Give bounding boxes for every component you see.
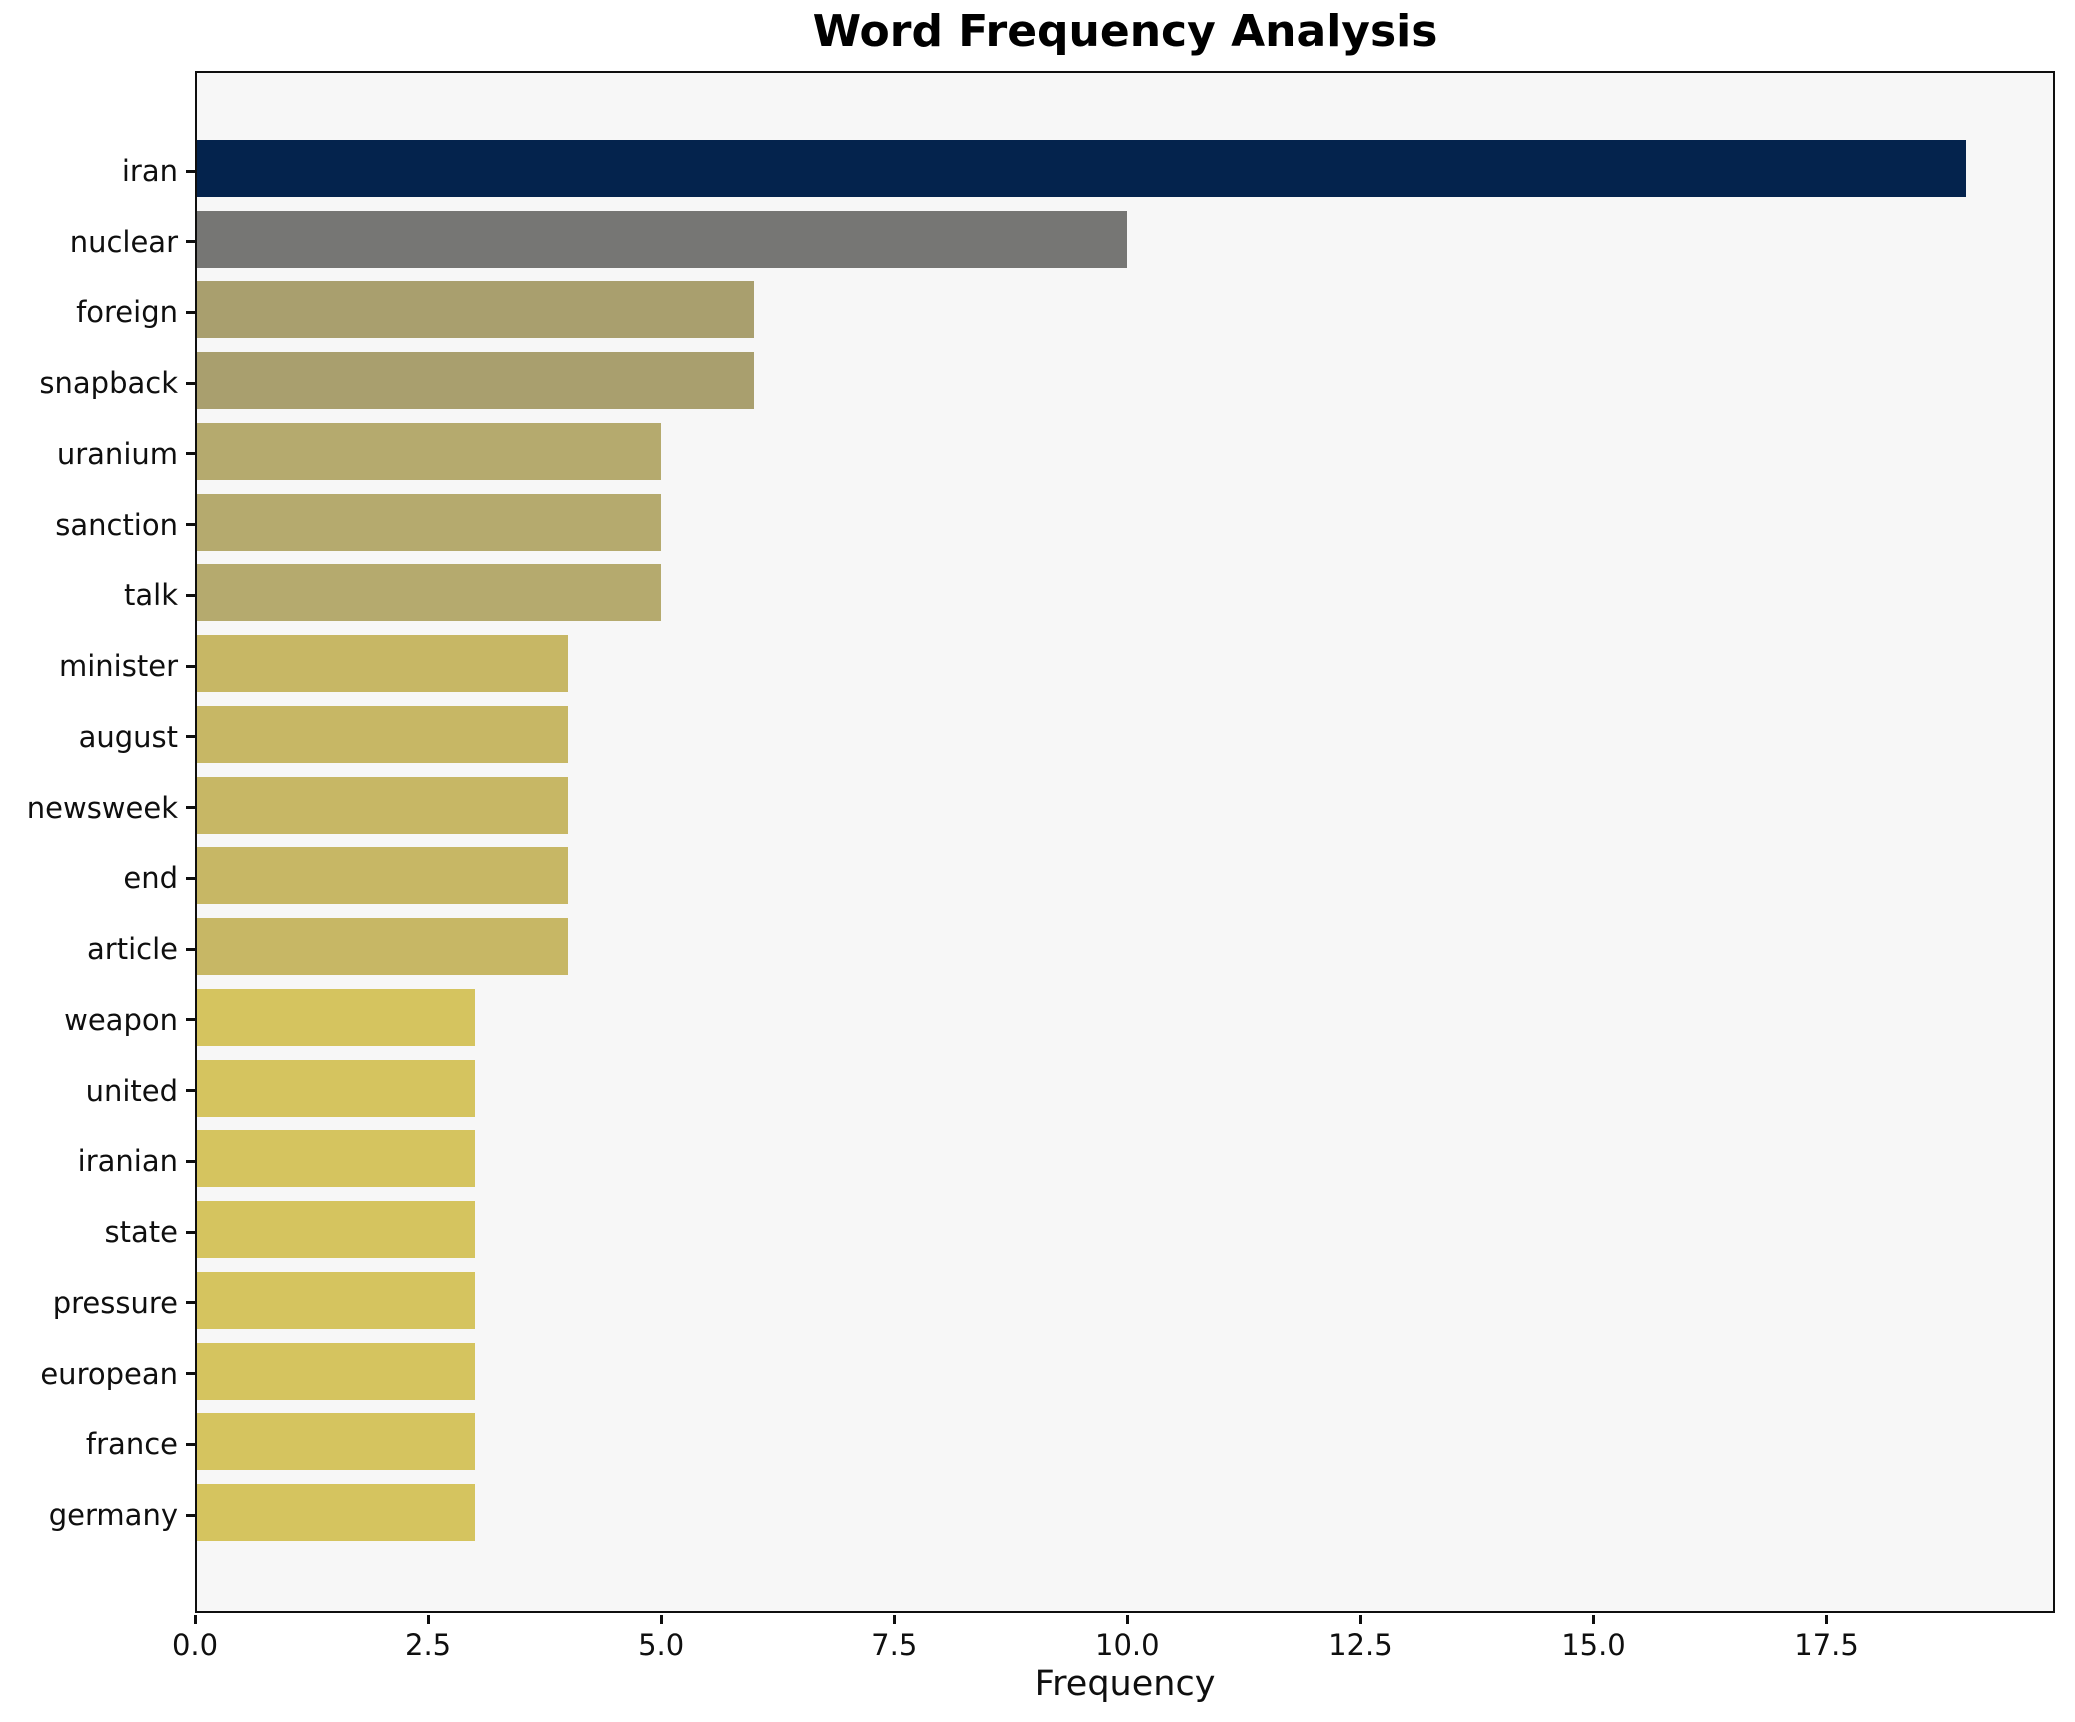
xtick-mark (659, 1615, 663, 1624)
ytick-mark (186, 1159, 195, 1163)
x-axis-label: Frequency (1034, 1664, 1216, 1704)
ytick-label-european: european (40, 1356, 178, 1391)
ytick-mark (186, 735, 195, 739)
ytick-label-end: end (123, 861, 178, 896)
xtick-mark (193, 1615, 197, 1624)
ytick-mark (186, 1230, 195, 1234)
ytick-mark (186, 310, 195, 314)
bar-end (195, 847, 568, 905)
xtick-label-12.5: 12.5 (1328, 1628, 1393, 1662)
xtick-mark (1125, 1615, 1129, 1624)
ytick-mark (186, 169, 195, 173)
ytick-mark (186, 664, 195, 668)
ytick-label-minister: minister (59, 649, 178, 684)
xtick-label-15.0: 15.0 (1561, 1628, 1626, 1662)
bar-august (195, 705, 568, 763)
xtick-label-2.5: 2.5 (405, 1628, 452, 1662)
ytick-label-nuclear: nuclear (69, 224, 178, 259)
xtick-label-0.0: 0.0 (171, 1628, 219, 1662)
ytick-mark (186, 593, 195, 597)
ytick-mark (186, 1442, 195, 1446)
bar-iranian (195, 1130, 475, 1188)
ytick-mark (186, 1089, 195, 1093)
bar-snapback (195, 352, 755, 410)
bar-newsweek (195, 776, 568, 834)
ytick-mark (186, 1018, 195, 1022)
xtick-mark (1358, 1615, 1362, 1624)
ytick-mark (186, 452, 195, 456)
ytick-label-uranium: uranium (56, 436, 178, 471)
ytick-mark (186, 1301, 195, 1305)
ytick-label-france: france (85, 1427, 178, 1462)
ytick-mark (186, 240, 195, 244)
bar-uranium (195, 422, 662, 480)
chart-title: Word Frequency Analysis (812, 6, 1438, 57)
bar-iran (195, 140, 1967, 197)
bar-state (195, 1201, 475, 1259)
bar-nuclear (195, 210, 1128, 268)
bar-european (195, 1342, 475, 1400)
ytick-label-foreign: foreign (76, 295, 178, 330)
ytick-label-talk: talk (124, 578, 178, 613)
bar-france (195, 1413, 475, 1471)
ytick-label-snapback: snapback (39, 366, 178, 401)
ytick-label-article: article (87, 932, 178, 967)
xtick-mark (426, 1615, 430, 1624)
bar-united (195, 1059, 475, 1117)
ytick-label-iran: iran (121, 154, 178, 188)
ytick-label-iranian: iranian (77, 1144, 178, 1179)
ytick-mark (186, 381, 195, 385)
bar-talk (195, 564, 662, 622)
xtick-label-7.5: 7.5 (871, 1628, 918, 1662)
plot-area (195, 71, 2055, 1613)
xtick-mark (1825, 1615, 1829, 1624)
ytick-mark (186, 1372, 195, 1376)
ytick-label-united: united (85, 1073, 178, 1108)
ytick-mark (186, 523, 195, 527)
xtick-label-17.5: 17.5 (1794, 1628, 1859, 1662)
bar-weapon (195, 988, 475, 1046)
xtick-label-5.0: 5.0 (638, 1628, 685, 1662)
bar-foreign (195, 281, 755, 339)
xtick-mark (892, 1615, 896, 1624)
ytick-mark (186, 876, 195, 880)
ytick-label-weapon: weapon (64, 1002, 178, 1037)
ytick-mark (186, 806, 195, 810)
bar-sanction (195, 493, 662, 551)
bar-pressure (195, 1271, 475, 1329)
ytick-label-germany: germany (48, 1498, 178, 1532)
xtick-label-10.0: 10.0 (1095, 1628, 1160, 1662)
bar-germany (195, 1484, 475, 1541)
ytick-mark (186, 1513, 195, 1517)
bar-minister (195, 635, 568, 693)
ytick-label-august: august (78, 719, 178, 754)
bar-article (195, 918, 568, 976)
ytick-mark (186, 947, 195, 951)
xtick-mark (1591, 1615, 1595, 1624)
ytick-label-pressure: pressure (52, 1285, 178, 1320)
ytick-label-state: state (104, 1215, 178, 1250)
ytick-label-newsweek: newsweek (26, 790, 178, 825)
ytick-label-sanction: sanction (55, 507, 178, 542)
